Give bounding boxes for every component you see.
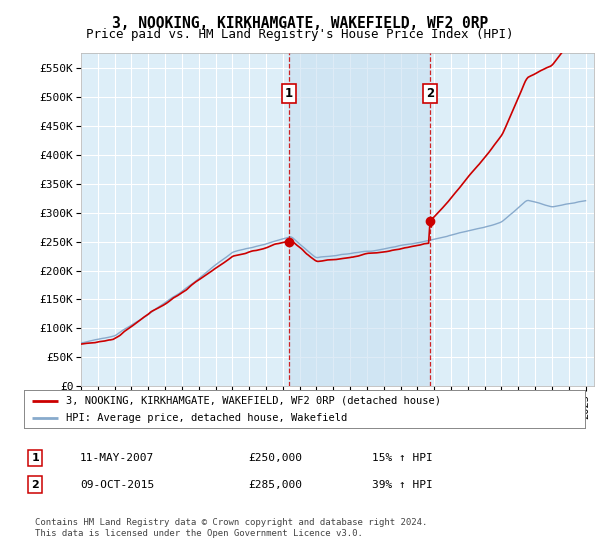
- Text: 3, NOOKING, KIRKHAMGATE, WAKEFIELD, WF2 0RP: 3, NOOKING, KIRKHAMGATE, WAKEFIELD, WF2 …: [112, 16, 488, 31]
- Text: Price paid vs. HM Land Registry's House Price Index (HPI): Price paid vs. HM Land Registry's House …: [86, 28, 514, 41]
- Text: £285,000: £285,000: [248, 479, 302, 489]
- Text: 1: 1: [285, 87, 293, 100]
- Text: 11-MAY-2007: 11-MAY-2007: [80, 453, 154, 463]
- Text: HPI: Average price, detached house, Wakefield: HPI: Average price, detached house, Wake…: [66, 413, 347, 423]
- Text: 2: 2: [426, 87, 434, 100]
- Text: £250,000: £250,000: [248, 453, 302, 463]
- Text: 3, NOOKING, KIRKHAMGATE, WAKEFIELD, WF2 0RP (detached house): 3, NOOKING, KIRKHAMGATE, WAKEFIELD, WF2 …: [66, 395, 441, 405]
- Text: 09-OCT-2015: 09-OCT-2015: [80, 479, 154, 489]
- Text: 39% ↑ HPI: 39% ↑ HPI: [372, 479, 433, 489]
- Text: 1: 1: [31, 453, 39, 463]
- Text: Contains HM Land Registry data © Crown copyright and database right 2024.
This d: Contains HM Land Registry data © Crown c…: [35, 518, 428, 538]
- Bar: [289, 53, 430, 386]
- Text: 2: 2: [31, 479, 39, 489]
- Text: 15% ↑ HPI: 15% ↑ HPI: [372, 453, 433, 463]
